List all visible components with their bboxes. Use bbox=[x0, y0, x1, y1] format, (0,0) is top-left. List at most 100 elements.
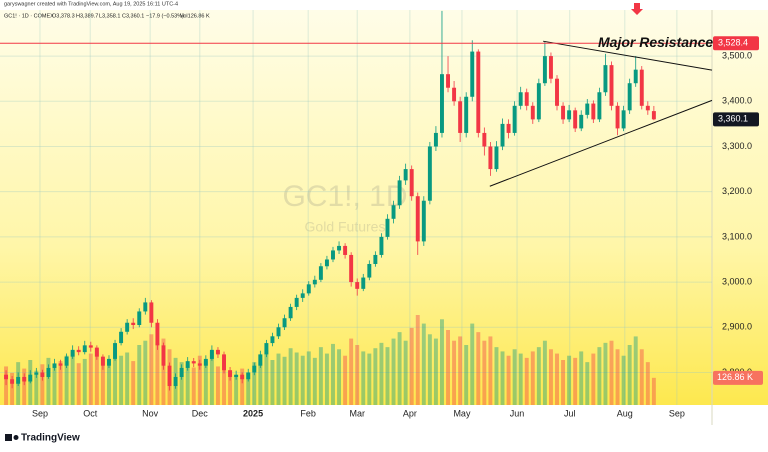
volume-bar bbox=[185, 364, 190, 405]
volume-bar bbox=[318, 347, 323, 405]
candle-body bbox=[464, 96, 469, 133]
candle-body bbox=[228, 370, 233, 377]
ohlc-close: C3,360.1 bbox=[122, 13, 144, 19]
volume-bar bbox=[282, 356, 287, 405]
volume-bar bbox=[603, 342, 608, 405]
ohlc-low: L3,358.1 bbox=[99, 13, 120, 19]
volume-bar bbox=[100, 360, 105, 405]
candle-body bbox=[524, 92, 529, 106]
watermark-title: GC1!, 1D bbox=[282, 180, 407, 213]
volume-bar bbox=[76, 363, 81, 405]
volume-bar bbox=[22, 368, 27, 405]
volume-bar bbox=[518, 353, 523, 405]
volume-bar bbox=[645, 362, 650, 405]
volume-bar bbox=[446, 330, 450, 405]
volume-bar bbox=[197, 355, 202, 405]
candle-body bbox=[252, 365, 257, 373]
last-price-label: 3,360.1 bbox=[718, 114, 748, 124]
candle-body bbox=[234, 374, 239, 377]
candle-body bbox=[173, 376, 178, 387]
volume-bar bbox=[94, 349, 99, 405]
ohlc-open: O3,378.3 bbox=[52, 13, 75, 19]
candle-body bbox=[149, 302, 154, 323]
candle-body bbox=[276, 327, 281, 337]
candle-body bbox=[409, 169, 414, 197]
y-tick-label: 3,100.0 bbox=[722, 231, 752, 241]
volume-bar bbox=[203, 361, 208, 405]
candle-body bbox=[324, 259, 329, 267]
candle-body bbox=[433, 132, 438, 147]
volume-bar bbox=[10, 372, 15, 405]
candle-body bbox=[318, 266, 323, 280]
y-tick-label: 3,200.0 bbox=[722, 186, 752, 196]
candle-body bbox=[94, 347, 99, 357]
volume-bar bbox=[470, 323, 475, 405]
candle-body bbox=[264, 343, 269, 355]
candle-body bbox=[113, 343, 118, 359]
candle-body bbox=[258, 354, 263, 366]
candle-body bbox=[603, 65, 608, 93]
volume-bar bbox=[373, 348, 378, 405]
y-tick-label: 3,000.0 bbox=[722, 276, 752, 286]
volume-bar bbox=[252, 362, 257, 405]
volume-bar bbox=[397, 332, 402, 405]
volume-bar bbox=[349, 338, 354, 405]
volume-bar bbox=[639, 349, 644, 405]
candle-body bbox=[343, 245, 348, 255]
candle-body bbox=[100, 356, 105, 366]
volume-bar bbox=[337, 349, 342, 405]
candle-body bbox=[385, 218, 390, 237]
candle-body bbox=[579, 114, 584, 129]
candle-body bbox=[185, 361, 190, 368]
candle-body bbox=[246, 372, 251, 380]
candle-body bbox=[530, 105, 535, 120]
volume-bar bbox=[306, 351, 311, 405]
candle-body bbox=[288, 306, 293, 319]
y-tick-label: 3,300.0 bbox=[722, 141, 752, 151]
volume-bar bbox=[119, 355, 124, 405]
candle-body bbox=[22, 376, 27, 382]
volume-bar bbox=[421, 323, 426, 405]
volume-bar bbox=[458, 336, 463, 405]
volume-bar bbox=[597, 347, 602, 405]
volume-bar bbox=[58, 361, 63, 405]
volume-bar bbox=[113, 347, 118, 405]
volume-bar bbox=[155, 342, 160, 405]
volume-bar bbox=[609, 340, 614, 405]
candle-body bbox=[222, 354, 226, 371]
x-tick-label: Nov bbox=[142, 408, 159, 418]
candle-body bbox=[627, 83, 632, 111]
volume-bar bbox=[149, 334, 154, 405]
volume-bar bbox=[440, 319, 444, 405]
candle-body bbox=[40, 372, 45, 377]
candle-body bbox=[203, 358, 208, 366]
candle-body bbox=[415, 196, 420, 242]
candle-body bbox=[4, 374, 9, 380]
volume-bar bbox=[40, 364, 45, 405]
candle-body bbox=[567, 110, 572, 120]
candle-body bbox=[240, 374, 245, 380]
x-tick-label: 2025 bbox=[243, 408, 263, 418]
logo: TradingView bbox=[5, 433, 80, 444]
candle-body bbox=[300, 293, 305, 298]
candle-body bbox=[137, 311, 142, 326]
candle-body bbox=[46, 367, 51, 377]
volume-bar bbox=[209, 351, 214, 405]
candle-body bbox=[500, 123, 505, 147]
volume-bar bbox=[46, 357, 51, 405]
candle-body bbox=[645, 105, 650, 111]
candle-body bbox=[125, 322, 130, 332]
volume-bar bbox=[161, 338, 166, 405]
candle-body bbox=[379, 236, 384, 255]
candle-body bbox=[197, 363, 202, 366]
y-tick-label: 2,900.0 bbox=[722, 322, 752, 332]
volume-bar bbox=[179, 362, 184, 405]
candle-body bbox=[536, 83, 541, 120]
candle-body bbox=[107, 358, 111, 366]
candle-body bbox=[476, 51, 481, 133]
candle-body bbox=[367, 263, 372, 278]
candle-body bbox=[76, 349, 81, 353]
candle-body bbox=[373, 254, 378, 264]
volume-bar bbox=[276, 353, 281, 405]
